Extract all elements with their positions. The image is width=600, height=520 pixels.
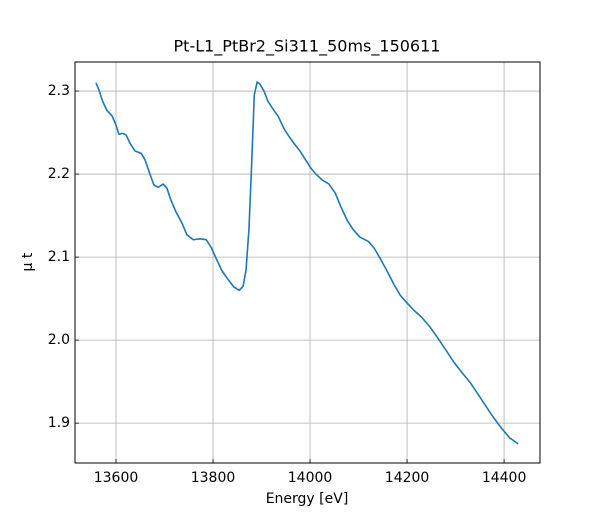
chart-title: Pt-L1_PtBr2_Si311_50ms_150611: [174, 37, 441, 57]
x-tick-label: 14200: [385, 470, 430, 486]
y-tick-label: 2.1: [48, 249, 70, 265]
x-tick-label: 14400: [482, 470, 527, 486]
data-line: [95, 81, 519, 445]
y-tick-label: 2.3: [48, 83, 70, 99]
y-tick-label: 1.9: [48, 415, 70, 431]
x-tick-label: 14000: [288, 470, 333, 486]
y-axis-label: μ t: [20, 252, 36, 271]
x-axis-label: Energy [eV]: [266, 491, 349, 507]
x-tick-label: 13800: [191, 470, 236, 486]
plot-frame: [74, 61, 541, 464]
x-tick-label: 13600: [94, 470, 139, 486]
y-tick-label: 2.2: [48, 166, 70, 182]
y-tick-label: 2.0: [48, 332, 70, 348]
